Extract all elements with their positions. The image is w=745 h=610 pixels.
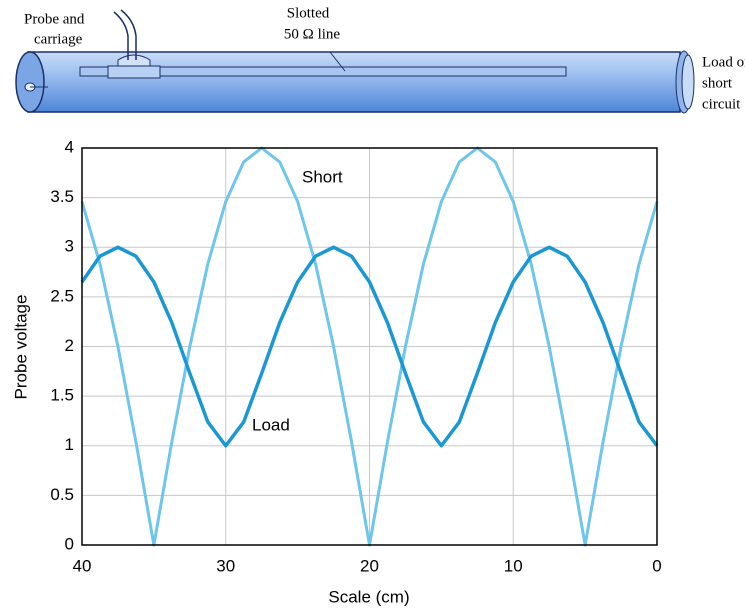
x-tick-label: 30 [216, 556, 235, 575]
pointer [329, 51, 346, 72]
line-label: Slotted [287, 5, 330, 21]
line-label: 50 Ω line [284, 26, 340, 42]
series-line [80, 245, 659, 448]
y-tick-label: 3.5 [50, 187, 74, 206]
series-label: Short [302, 167, 343, 186]
x-tick-label: 0 [652, 556, 661, 575]
probe-label: carriage [34, 31, 83, 47]
plot-frame [81, 147, 658, 546]
load-label: short [702, 75, 733, 91]
series-label: Load [252, 415, 290, 434]
probe-label: Probe and [24, 11, 85, 27]
carriage [107, 65, 161, 79]
slot [79, 66, 567, 77]
y-tick-label: 1.5 [50, 386, 74, 405]
carriage-top [117, 54, 151, 67]
probe [113, 9, 137, 60]
load-label: circuit [702, 96, 741, 112]
x-tick-label: 10 [504, 556, 523, 575]
y-axis-label: Probe voltage [11, 295, 30, 400]
plot: 0 0.5 1 1.5 2 2.5 3 3.5 4 40 30 20 10 0 Short Load [50, 137, 661, 575]
end-cap-ring [681, 54, 695, 110]
slotted-line-diagram: Probe and carriage Slotted 50 Ω line Loa… [15, 5, 745, 114]
y-tick-label: 1 [65, 435, 74, 454]
x-axis-label: Scale (cm) [328, 587, 409, 606]
y-tick-label: 0.5 [50, 485, 74, 504]
x-tick-label: 20 [360, 556, 379, 575]
y-tick-label: 0 [65, 534, 74, 553]
y-tick-label: 4 [65, 137, 74, 156]
y-tick-label: 3 [65, 237, 74, 256]
y-tick-label: 2.5 [50, 286, 74, 305]
y-tick-label: 2 [65, 336, 74, 355]
x-tick-label: 40 [73, 556, 92, 575]
load-label: Load or [702, 54, 745, 70]
tube-end [15, 51, 45, 113]
